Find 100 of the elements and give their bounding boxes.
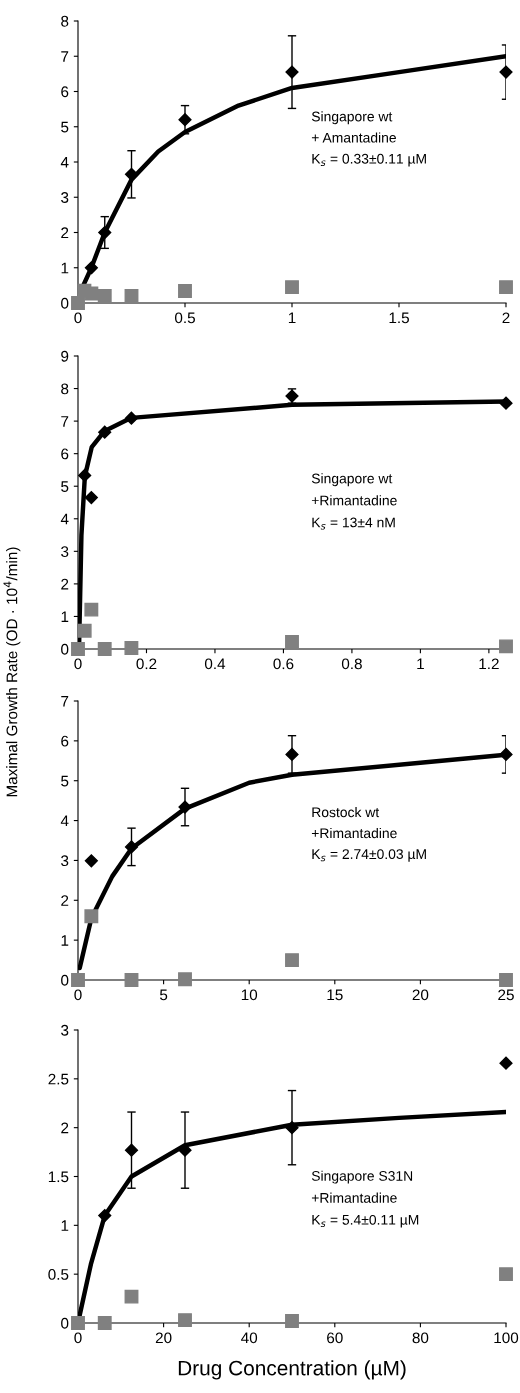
y-tick-label: 3 <box>61 855 69 867</box>
point <box>97 289 112 303</box>
y-tick-label: 3 <box>61 546 69 558</box>
point <box>124 411 139 425</box>
y-tick-label: 5 <box>61 121 69 133</box>
point <box>84 491 98 505</box>
x-tick-label: 20 <box>412 989 429 1001</box>
point <box>499 396 513 410</box>
point <box>84 854 98 868</box>
y-tick-label: 4 <box>60 513 69 525</box>
y-tick-label: 2 <box>61 578 69 590</box>
x-tick-label: 0.2 <box>136 658 157 670</box>
annotation: K$_{s}$ = 5.4±0.11 µM <box>312 1214 419 1228</box>
point <box>499 639 513 654</box>
point <box>84 909 99 924</box>
point <box>285 65 299 79</box>
x-tick-label: 0 <box>74 1332 82 1344</box>
point <box>124 289 139 303</box>
y-tick-label: 8 <box>61 15 69 27</box>
point <box>84 286 99 301</box>
x-tick-label: 5 <box>159 989 168 1001</box>
annotation: Singapore wt <box>311 111 393 125</box>
point <box>499 747 513 761</box>
point <box>285 1121 299 1135</box>
point <box>71 973 85 987</box>
y-tick-label: 0 <box>61 1317 69 1329</box>
y-tick-label: 5 <box>61 481 69 492</box>
y-tick-label: 4 <box>60 157 69 168</box>
point <box>124 1143 139 1157</box>
point <box>71 296 85 310</box>
point <box>124 1289 139 1304</box>
x-tick-label: 25 <box>498 989 514 1001</box>
point <box>178 113 192 127</box>
point <box>84 602 99 617</box>
annotation: +Rimantadine <box>311 495 397 506</box>
x-tick-label: 0 <box>74 989 82 1001</box>
x-tick-label: 100 <box>494 1332 519 1344</box>
point <box>98 225 112 240</box>
y-tick-label: 6 <box>61 448 69 460</box>
point <box>499 1267 513 1282</box>
point <box>178 972 192 987</box>
point <box>71 642 85 656</box>
x-tick-label: 15 <box>327 989 343 1001</box>
point <box>124 840 139 854</box>
x-tick-label: 10 <box>241 989 258 1001</box>
point <box>98 425 112 439</box>
y-tick-label: 2 <box>61 227 69 239</box>
x-tick-label: 0.4 <box>204 658 226 670</box>
y-tick-label: 0 <box>61 643 69 655</box>
point <box>285 1314 299 1328</box>
x-tick-label: 0.8 <box>341 658 362 670</box>
y-tick-label: 6 <box>61 86 69 98</box>
point <box>71 1316 85 1330</box>
point <box>499 280 513 295</box>
point <box>285 747 299 761</box>
point <box>97 1316 112 1330</box>
annotation: + Amantadine <box>311 132 396 143</box>
y-tick-label: 2 <box>61 1122 69 1134</box>
x-tick-label: 1.2 <box>479 658 499 670</box>
x-tick-label: 0 <box>74 658 82 670</box>
y-tick-label: 5 <box>61 775 69 787</box>
y-tick-label: 0 <box>61 974 69 986</box>
x-tick-label: 1 <box>417 658 424 670</box>
y-tick-label: 2 <box>61 895 69 906</box>
x-tick-label: 1 <box>288 312 296 324</box>
y-tick-label: 0 <box>61 297 69 309</box>
annotation: K$_{s}$ = 0.33±0.11 µM <box>312 153 426 167</box>
annotation: Singapore S31N <box>311 1170 413 1184</box>
x-tick-label: 40 <box>241 1332 258 1344</box>
x-tick-label: 60 <box>327 1332 343 1344</box>
y-tick-label: 7 <box>61 416 69 427</box>
point <box>178 284 192 298</box>
point <box>285 634 299 649</box>
point <box>499 1056 513 1070</box>
y-tick-label: 7 <box>61 696 69 707</box>
y-tick-label: 6 <box>61 735 69 747</box>
y-tick-label: 3 <box>61 1024 69 1036</box>
annotation: K$_{s}$ = 13±4 nM <box>312 517 395 530</box>
point <box>178 800 192 814</box>
y-tick-label: 1.5 <box>48 1171 69 1183</box>
y-tick-label: 9 <box>61 350 69 362</box>
point <box>97 642 112 656</box>
point <box>84 261 98 275</box>
y-tick-label: 2.5 <box>48 1073 69 1085</box>
annotation: Rostock wt <box>312 807 380 818</box>
annotation: K$_{s}$ = 2.74±0.03 µM <box>312 849 426 862</box>
x-tick-label: 20 <box>155 1332 172 1344</box>
annotation: +Rimantadine <box>311 1192 397 1203</box>
x-tick-label: 80 <box>412 1332 429 1344</box>
annotation: Singapore wt <box>311 473 393 487</box>
y-tick-label: 1 <box>61 611 69 622</box>
point <box>77 623 92 638</box>
point <box>178 1313 192 1328</box>
annotation: +Rimantadine <box>311 827 397 839</box>
y-tick-label: 8 <box>61 383 69 395</box>
y-tick-label: 1 <box>61 262 69 274</box>
point <box>98 1208 112 1223</box>
point <box>285 953 299 968</box>
point <box>124 641 139 655</box>
point <box>78 468 92 483</box>
